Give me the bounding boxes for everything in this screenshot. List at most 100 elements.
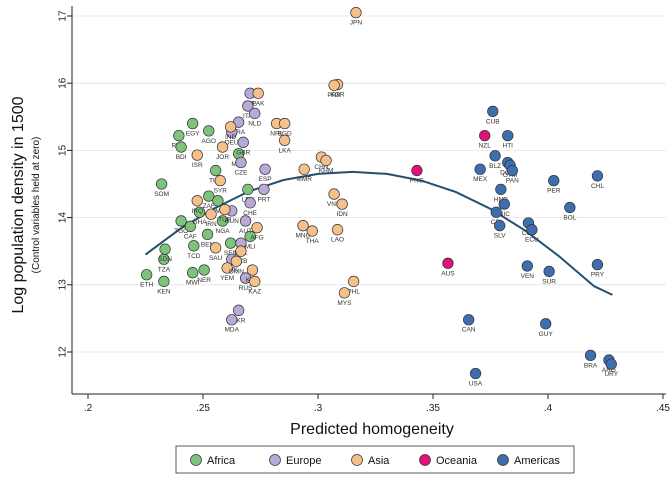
point-irn [205,208,217,220]
point-irq [191,195,203,207]
point-ben [201,228,214,241]
y-tick-label: 12 [58,346,69,358]
point-ita [242,100,254,112]
x-tick-label: .45 [656,403,670,414]
point-label: CHE [243,210,257,217]
point-lka [279,134,291,146]
point-sdn [159,243,171,255]
legend-label-americas: Americas [514,455,560,467]
point-phl [348,275,360,288]
point-label: URY [604,371,618,378]
point-can [463,314,475,326]
point-cmr [212,195,224,207]
x-tick-label: .25 [196,403,210,414]
point-ecu [526,224,538,236]
point-label: AUT [239,228,252,235]
point-ury [605,358,617,370]
point-label: TZA [158,266,171,273]
point-label: ECU [525,237,539,244]
point-label: BDI [176,154,187,161]
point-label: PRY [591,272,605,279]
point-mys [338,287,351,299]
point-guy [540,318,552,330]
point-bol [564,201,576,214]
point-khm [320,154,332,167]
fit-line [144,170,613,296]
point-slv [494,220,506,232]
point-ukr [232,304,245,316]
point-label: GBR [236,149,250,156]
point-label: KOR [331,92,345,99]
x-ticks: .2 .25 .3 .35 .4 .45 [84,394,670,414]
point-mda [226,314,238,326]
point-label: CUB [486,118,500,125]
point-prk [328,79,340,91]
point-label: HTI [503,143,514,150]
point-mwi [186,267,199,279]
point-label: SAU [209,255,223,262]
point-pan [506,164,518,177]
y-tick-label: 16 [58,77,69,89]
legend-label-africa: Africa [207,455,236,467]
point-label: CAN [462,327,476,334]
point-kaz [249,275,261,288]
point-ner [198,264,210,276]
y-axis-title: Log population density in 1500 [10,96,27,313]
point-label: BLZ [489,163,501,170]
point-label: PER [547,188,561,195]
point-pry [591,258,604,271]
data-points: RWABDIEGYAGOSOMETHKENTZASDNMWITGOCAFTCDG… [140,6,619,388]
point-label: GHA [193,219,208,226]
y-tick-label: 15 [58,144,69,156]
point-label: OMN [229,268,244,275]
point-prt [258,183,270,196]
point-label: YEM [220,275,234,282]
point-tgo [175,215,187,227]
point-label: RUS [239,285,253,292]
point-zaf [203,190,215,202]
point-idn [336,198,348,210]
point-tcd [188,240,200,252]
point-label: MNG [295,233,310,240]
point-lao [331,224,344,236]
point-label: ETH [140,282,153,289]
point-nic [498,198,510,210]
point-nzl [479,129,491,142]
point-label: VEN [521,273,535,280]
point-label: NPL [270,131,283,138]
x-tick-label: .3 [314,403,323,414]
point-syr [214,174,226,187]
point-aut [239,215,252,227]
point-sau [209,242,222,254]
point-som [155,178,168,190]
point-ind [224,121,237,133]
point-label: AGO [202,138,216,145]
point-bra [584,349,597,362]
point-ken [158,275,170,288]
point-label: CHN [314,164,328,171]
point-label: CZE [234,169,248,176]
point-label: PRT [258,196,271,203]
x-tick-label: .2 [84,403,93,414]
point-tun [209,164,222,177]
point-pak [252,87,264,99]
x-tick-label: .35 [426,403,440,414]
point-cri [490,206,502,218]
point-label: SDN [158,256,172,263]
point-label: GUY [539,331,554,338]
point-yem [221,262,233,274]
point-rwa [173,129,185,142]
point-eth [140,269,153,281]
point-label: ESP [259,176,272,183]
point-bdi [175,141,187,153]
point-label: ZAF [203,203,215,210]
point-che [244,197,256,209]
legend-marker-oceania [419,454,431,466]
point-label: KAZ [248,288,261,295]
point-label: TUR [218,217,232,224]
point-hnd [495,183,507,196]
point-caf [184,220,197,232]
point-label: USA [469,381,483,388]
point-mli [244,230,256,243]
